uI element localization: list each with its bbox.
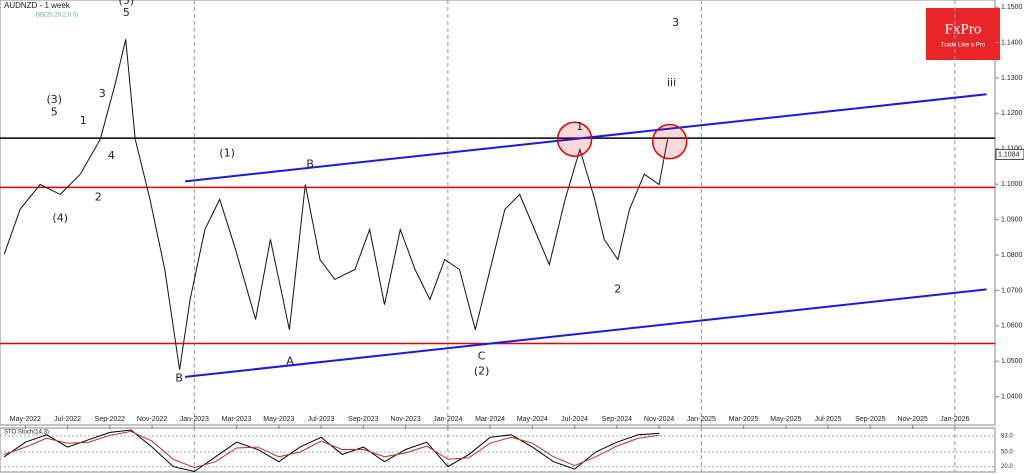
wave-label: (4) [52,212,68,225]
wave-label: 3 [99,87,106,100]
wave-label: 2 [614,282,621,295]
price-line [3,39,669,370]
x-tick-label: Jan-2024 [433,416,462,423]
wave-label: (3) [46,93,62,106]
highlight-circle [651,123,688,160]
trend-line [184,288,987,378]
y-tick-label: 1.1500 [1001,4,1023,11]
wave-label: (2) [474,365,490,378]
y-tick-label: 20.0 [1001,464,1013,470]
wave-label: B [175,372,183,385]
x-tick-label: May-2025 [770,416,801,423]
y-tick-label: 1.0600 [1001,323,1023,330]
x-tick-label: Sep-2022 [95,416,125,423]
x-tick-label: Jul-2023 [308,416,335,423]
logo [926,8,1000,60]
y-tick-label: 1.0800 [1001,252,1023,259]
x-tick-label: Mar-2025 [729,416,759,423]
last-price-box [995,148,1024,160]
x-tick-label: Nov-2022 [137,416,167,423]
highlight-circle [556,121,593,157]
stoch-frame [0,427,996,473]
wave-label: 5 [123,6,130,19]
x-tick-label: Jan-2023 [180,416,209,423]
x-tick-label: Nov-2023 [390,416,420,423]
trend-line [184,93,987,183]
wave-label: 1 [80,114,87,127]
plot-frame [0,0,996,426]
x-tick-label: Sep-2025 [855,416,885,423]
x-tick-label: Jan-2026 [940,416,969,423]
wave-label: A [286,355,294,368]
logo-tagline: Trade Like a Pro [941,43,986,49]
x-tick-label: May-2024 [517,416,548,423]
last-price-label: 1.1084 [998,151,1020,158]
wave-label: 2 [95,190,102,203]
wave-label: (1) [219,146,235,159]
stoch-line [4,430,660,469]
y-tick-label: 1.1000 [1001,181,1023,188]
x-tick-label: May-2022 [10,416,41,423]
y-tick-label: 50.0 [1001,450,1013,456]
y-tick-label: 1.1300 [1001,75,1023,82]
x-tick-label: Jul-2024 [561,416,588,423]
x-tick-label: Nov-2025 [897,416,927,423]
y-tick-label: 1.0500 [1001,358,1023,365]
x-tick-label: Sep-2023 [348,416,378,423]
y-tick-label: 1.1400 [1001,39,1023,46]
wave-label: C [478,350,486,363]
wave-label: 4 [108,149,115,162]
x-tick-label: Sep-2024 [602,416,632,423]
wave-label: 1 [576,120,583,133]
stoch-title: STO Stoch(14,3) [4,430,49,436]
wave-label: (5) [119,0,135,7]
x-tick-label: Jan-2025 [687,416,716,423]
x-tick-label: Jul-2022 [54,416,81,423]
y-tick-label: 1.0700 [1001,287,1023,294]
indicator-label: BB(20,20,2,0,0) [36,13,78,19]
x-tick-label: Mar-2024 [475,416,505,423]
x-tick-label: Jul-2025 [815,416,842,423]
x-tick-label: Nov-2024 [644,416,674,423]
y-tick-label: 1.1200 [1001,110,1023,117]
chart-title: AUDNZD - 1 week [4,1,71,10]
wave-label: 5 [51,105,58,118]
x-tick-label: Mar-2023 [222,416,252,423]
x-tick-label: May-2023 [263,416,294,423]
logo-name: FxPro [945,21,982,37]
wave-label: iii [667,76,676,89]
y-tick-label: 1.0400 [1001,394,1023,401]
wave-label: 3 [672,16,679,29]
wave-label: B [306,157,314,170]
y-tick-label: 83.0 [1001,433,1013,439]
y-tick-label: 1.0900 [1001,216,1023,223]
